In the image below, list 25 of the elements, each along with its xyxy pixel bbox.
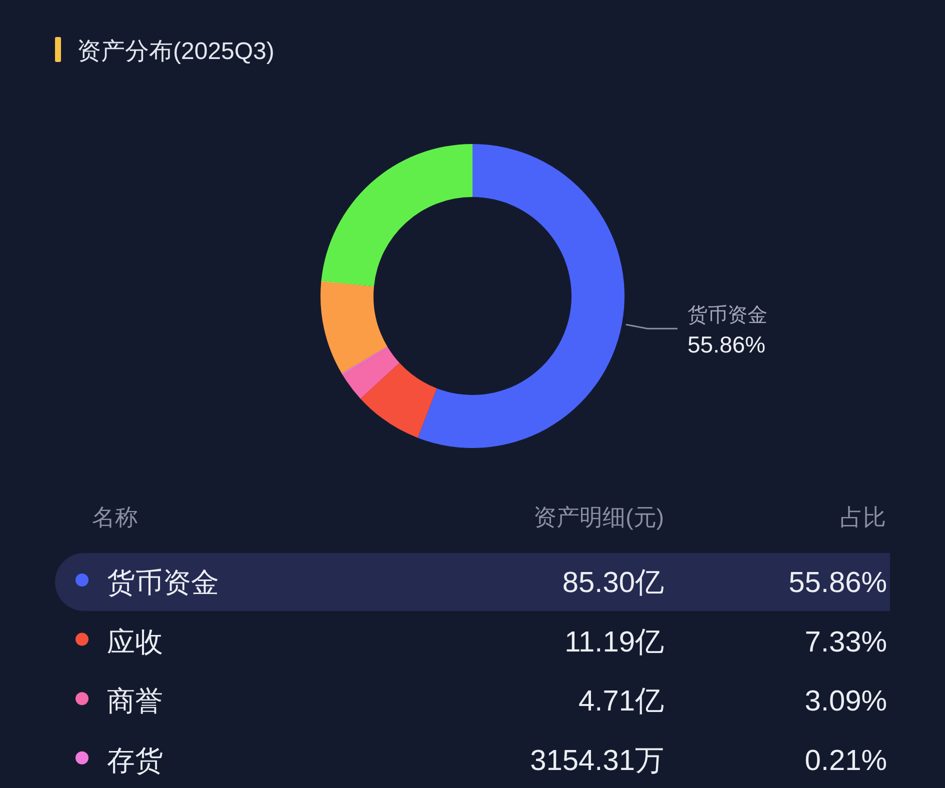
donut-slice <box>418 144 624 448</box>
data-label: 3.09% <box>804 686 887 718</box>
data-label: 7.33% <box>804 626 887 658</box>
legend-label: 存货 <box>107 744 163 776</box>
donut-slice <box>342 348 400 399</box>
text: 85.30亿 <box>562 567 664 599</box>
legend-label: 应收 <box>107 626 163 658</box>
donut-slice <box>321 144 472 286</box>
data-label: 0.21% <box>804 744 887 777</box>
legend-label: 货币资金 <box>107 567 219 598</box>
chart-title: 资产分布(2025Q3) <box>77 38 274 65</box>
text: 名称 <box>92 504 138 530</box>
text: 55.86% <box>788 567 887 599</box>
donut-slice <box>342 346 388 376</box>
text: 占比 <box>840 504 886 530</box>
donut-slice <box>360 362 437 438</box>
text: 资产明细(元) <box>534 504 664 530</box>
text: 3154.31万 <box>530 744 664 777</box>
donut-slice <box>321 280 374 287</box>
legend-label: 商誉 <box>107 686 163 717</box>
slice-label: 货币资金 <box>687 304 768 327</box>
donut-slice <box>320 282 388 374</box>
text: 11.19亿 <box>564 626 664 658</box>
data-label: 55.86% <box>687 332 766 358</box>
text: 4.71亿 <box>578 686 664 718</box>
